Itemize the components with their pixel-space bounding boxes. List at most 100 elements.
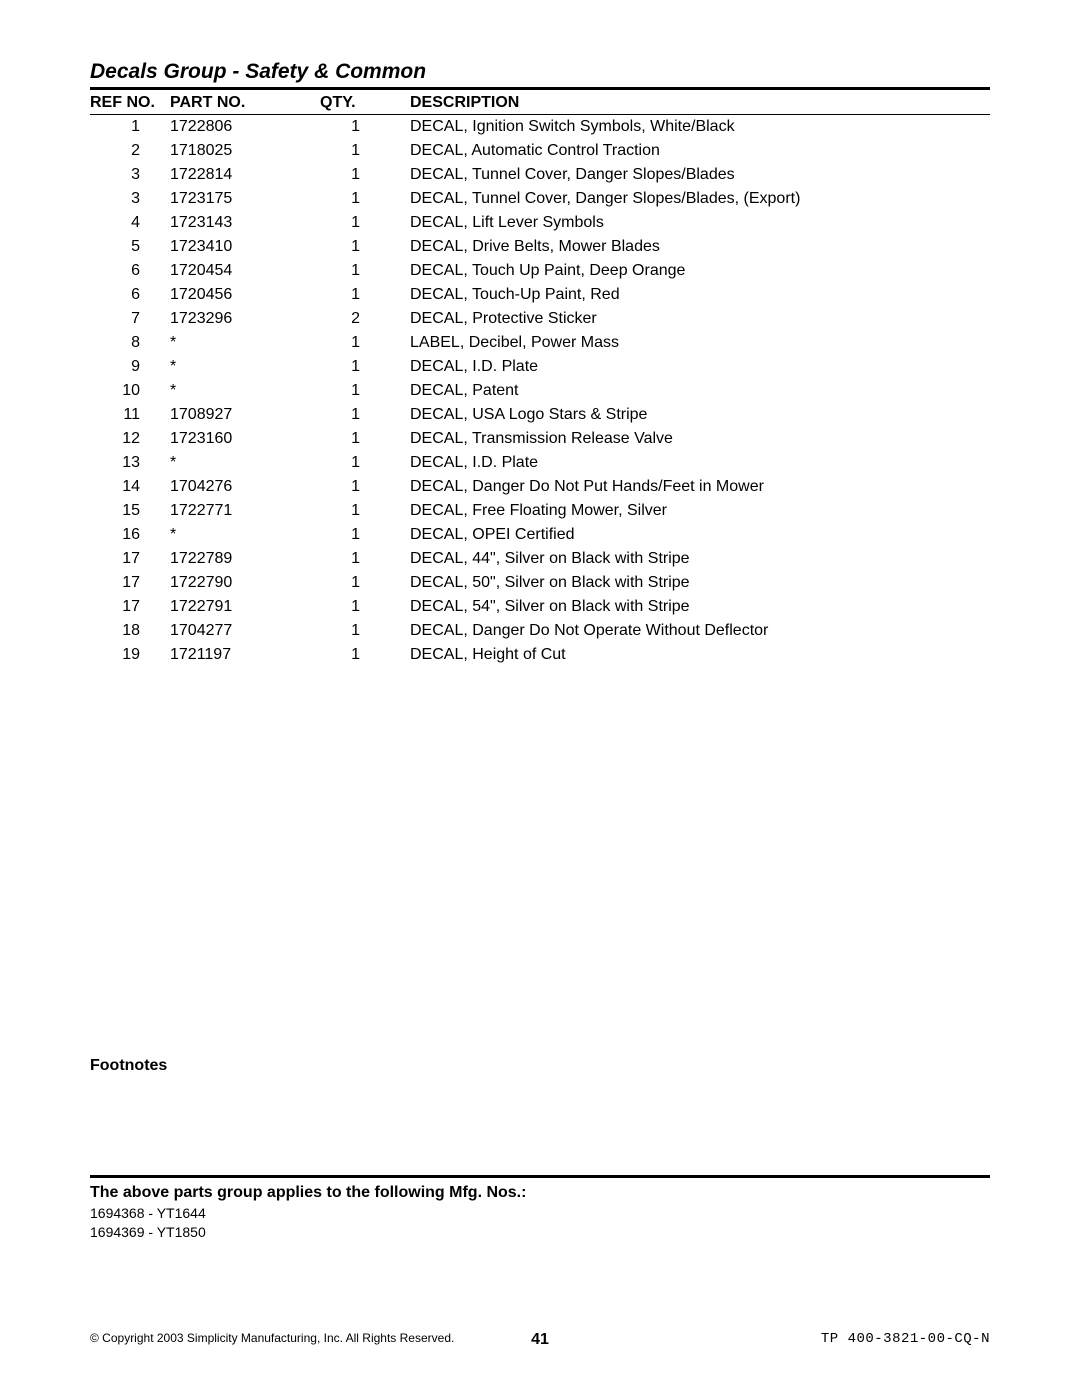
table-row: 717232962DECAL, Protective Sticker — [90, 307, 990, 331]
cell-ref: 15 — [90, 499, 170, 523]
cell-part: * — [170, 451, 320, 475]
cell-part: * — [170, 355, 320, 379]
cell-desc: DECAL, Transmission Release Valve — [410, 427, 990, 451]
cell-qty: 1 — [320, 571, 410, 595]
cell-part: * — [170, 379, 320, 403]
cell-desc: DECAL, 54", Silver on Black with Stripe — [410, 595, 990, 619]
cell-desc: LABEL, Decibel, Power Mass — [410, 331, 990, 355]
cell-qty: 1 — [320, 475, 410, 499]
applies-rule — [90, 1175, 990, 1178]
table-row: 1717227891DECAL, 44", Silver on Black wi… — [90, 547, 990, 571]
table-row: 13*1DECAL, I.D. Plate — [90, 451, 990, 475]
cell-part: 1722789 — [170, 547, 320, 571]
cell-ref: 14 — [90, 475, 170, 499]
cell-part: 1720454 — [170, 259, 320, 283]
cell-ref: 19 — [90, 643, 170, 667]
mfg-number: 1694369 - YT1850 — [90, 1223, 990, 1242]
cell-part: 1708927 — [170, 403, 320, 427]
section-title: Decals Group - Safety & Common — [90, 60, 990, 87]
cell-desc: DECAL, I.D. Plate — [410, 355, 990, 379]
table-row: 16*1DECAL, OPEI Certified — [90, 523, 990, 547]
cell-part: * — [170, 523, 320, 547]
cell-qty: 1 — [320, 163, 410, 187]
cell-ref: 3 — [90, 187, 170, 211]
cell-ref: 17 — [90, 595, 170, 619]
table-row: 217180251DECAL, Automatic Control Tracti… — [90, 139, 990, 163]
cell-qty: 1 — [320, 259, 410, 283]
cell-qty: 2 — [320, 307, 410, 331]
cell-ref: 8 — [90, 331, 170, 355]
cell-qty: 1 — [320, 619, 410, 643]
table-row: 1117089271DECAL, USA Logo Stars & Stripe — [90, 403, 990, 427]
cell-qty: 1 — [320, 355, 410, 379]
cell-qty: 1 — [320, 331, 410, 355]
cell-ref: 9 — [90, 355, 170, 379]
cell-ref: 3 — [90, 163, 170, 187]
cell-ref: 12 — [90, 427, 170, 451]
cell-desc: DECAL, Ignition Switch Symbols, White/Bl… — [410, 115, 990, 140]
cell-qty: 1 — [320, 595, 410, 619]
table-row: 617204561DECAL, Touch-Up Paint, Red — [90, 283, 990, 307]
table-header-row: REF NO. PART NO. QTY. DESCRIPTION — [90, 90, 990, 115]
cell-ref: 17 — [90, 547, 170, 571]
cell-desc: DECAL, Touch Up Paint, Deep Orange — [410, 259, 990, 283]
cell-qty: 1 — [320, 547, 410, 571]
cell-part: 1721197 — [170, 643, 320, 667]
cell-desc: DECAL, Automatic Control Traction — [410, 139, 990, 163]
cell-part: 1723143 — [170, 211, 320, 235]
cell-desc: DECAL, Drive Belts, Mower Blades — [410, 235, 990, 259]
cell-desc: DECAL, Protective Sticker — [410, 307, 990, 331]
footer-page-number: 41 — [90, 1331, 990, 1349]
col-header-part: PART NO. — [170, 90, 320, 115]
cell-ref: 10 — [90, 379, 170, 403]
cell-ref: 18 — [90, 619, 170, 643]
table-row: 1517227711DECAL, Free Floating Mower, Si… — [90, 499, 990, 523]
cell-desc: DECAL, Tunnel Cover, Danger Slopes/Blade… — [410, 163, 990, 187]
cell-part: 1704277 — [170, 619, 320, 643]
col-header-qty: QTY. — [320, 90, 410, 115]
cell-desc: DECAL, 44", Silver on Black with Stripe — [410, 547, 990, 571]
table-row: 8*1LABEL, Decibel, Power Mass — [90, 331, 990, 355]
cell-desc: DECAL, 50", Silver on Black with Stripe — [410, 571, 990, 595]
cell-qty: 1 — [320, 403, 410, 427]
cell-part: 1722771 — [170, 499, 320, 523]
cell-qty: 1 — [320, 499, 410, 523]
cell-part: 1722791 — [170, 595, 320, 619]
cell-ref: 17 — [90, 571, 170, 595]
table-row: 1417042761DECAL, Danger Do Not Put Hands… — [90, 475, 990, 499]
cell-qty: 1 — [320, 115, 410, 140]
applies-label: The above parts group applies to the fol… — [90, 1184, 990, 1202]
parts-table: REF NO. PART NO. QTY. DESCRIPTION 117228… — [90, 90, 990, 667]
table-row: 117228061DECAL, Ignition Switch Symbols,… — [90, 115, 990, 140]
table-row: 1717227901DECAL, 50", Silver on Black wi… — [90, 571, 990, 595]
mfg-number-list: 1694368 - YT16441694369 - YT1850 — [90, 1204, 990, 1242]
table-row: 1217231601DECAL, Transmission Release Va… — [90, 427, 990, 451]
cell-part: 1723296 — [170, 307, 320, 331]
table-row: 417231431DECAL, Lift Lever Symbols — [90, 211, 990, 235]
cell-desc: DECAL, Danger Do Not Operate Without Def… — [410, 619, 990, 643]
table-row: 1717227911DECAL, 54", Silver on Black wi… — [90, 595, 990, 619]
cell-desc: DECAL, Lift Lever Symbols — [410, 211, 990, 235]
cell-ref: 13 — [90, 451, 170, 475]
cell-qty: 1 — [320, 643, 410, 667]
table-row: 1817042771DECAL, Danger Do Not Operate W… — [90, 619, 990, 643]
cell-qty: 1 — [320, 235, 410, 259]
cell-ref: 7 — [90, 307, 170, 331]
cell-part: 1718025 — [170, 139, 320, 163]
cell-qty: 1 — [320, 451, 410, 475]
cell-part: 1704276 — [170, 475, 320, 499]
cell-desc: DECAL, Free Floating Mower, Silver — [410, 499, 990, 523]
cell-desc: DECAL, USA Logo Stars & Stripe — [410, 403, 990, 427]
col-header-desc: DESCRIPTION — [410, 90, 990, 115]
table-row: 517234101DECAL, Drive Belts, Mower Blade… — [90, 235, 990, 259]
cell-desc: DECAL, OPEI Certified — [410, 523, 990, 547]
cell-ref: 16 — [90, 523, 170, 547]
cell-qty: 1 — [320, 379, 410, 403]
table-row: 317231751DECAL, Tunnel Cover, Danger Slo… — [90, 187, 990, 211]
cell-qty: 1 — [320, 283, 410, 307]
cell-desc: DECAL, Tunnel Cover, Danger Slopes/Blade… — [410, 187, 990, 211]
cell-qty: 1 — [320, 523, 410, 547]
cell-desc: DECAL, Touch-Up Paint, Red — [410, 283, 990, 307]
cell-part: 1723160 — [170, 427, 320, 451]
cell-ref: 6 — [90, 283, 170, 307]
